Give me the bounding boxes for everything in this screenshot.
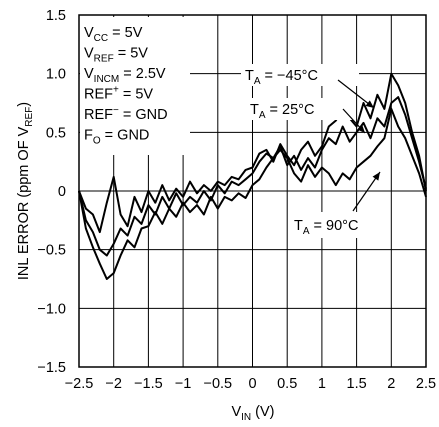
condition-line: VREF = 5V [84, 46, 148, 65]
data-series [78, 72, 427, 280]
x-tick-label: −1 [175, 376, 192, 392]
x-tick-label: 1.5 [347, 376, 367, 392]
conditions-background [80, 17, 190, 155]
y-tick-label: −0.5 [37, 243, 66, 259]
x-axis-label: VIN (V) [231, 404, 274, 423]
plot-frame [78, 14, 427, 368]
x-tick-label: 0.5 [277, 376, 297, 392]
arrowhead-icon [372, 172, 380, 181]
y-tick-labels: 1.5 1.0 0.5 0 −0.5 −1.0 −1.5 [37, 8, 66, 376]
y-tick-label: 1.0 [46, 67, 66, 83]
series-line-2 [78, 96, 427, 257]
x-tick-label: 2 [387, 376, 395, 392]
axis-labels: VIN (V) INL ERROR (ppm OF VREF) [16, 102, 275, 423]
annotation-label: TA = 90°C [294, 218, 358, 237]
series-line-3 [78, 72, 427, 234]
arrowhead-icon [365, 100, 374, 108]
x-tick-label: 2.5 [416, 376, 436, 392]
annotation-label: TA = 25°C [250, 102, 314, 121]
annotation-label: TA = −45°C [245, 68, 318, 87]
plot-border [78, 14, 427, 368]
arrowhead-icon [357, 124, 365, 133]
x-tick-label: −0.5 [203, 376, 232, 392]
x-tick-label: −1.5 [134, 376, 163, 392]
x-tick-label: 0 [248, 376, 256, 392]
condition-line: REF+ = 5V [84, 85, 153, 103]
condition-line: VCC = 5V [84, 25, 143, 44]
x-tick-label: −2 [105, 376, 122, 392]
condition-line: VINCM = 2.5V [84, 66, 166, 85]
y-tick-label: −1.5 [37, 360, 66, 376]
y-tick-label: 0 [58, 184, 66, 200]
x-tick-labels: −2.5 −2 −1.5 −1 −0.5 0 0.5 1 1.5 2 2.5 [65, 376, 436, 392]
condition-line: REF− = GND [84, 105, 168, 123]
x-tick-label: −2.5 [65, 376, 94, 392]
temperature-annotations: TA = −45°C TA = 25°C TA = 90°C [241, 64, 388, 238]
y-tick-label: −1.0 [37, 301, 66, 317]
series-line-1 [78, 107, 427, 280]
condition-line: FO = GND [84, 128, 149, 147]
annotation-background [246, 98, 354, 120]
y-tick-label: 1.5 [46, 8, 66, 24]
annotation-background [241, 64, 359, 86]
y-axis-label: INL ERROR (ppm OF VREF) [16, 102, 35, 280]
annotation-background [290, 212, 388, 238]
x-tick-label: 1 [318, 376, 326, 392]
y-tick-label: 0.5 [46, 125, 66, 141]
